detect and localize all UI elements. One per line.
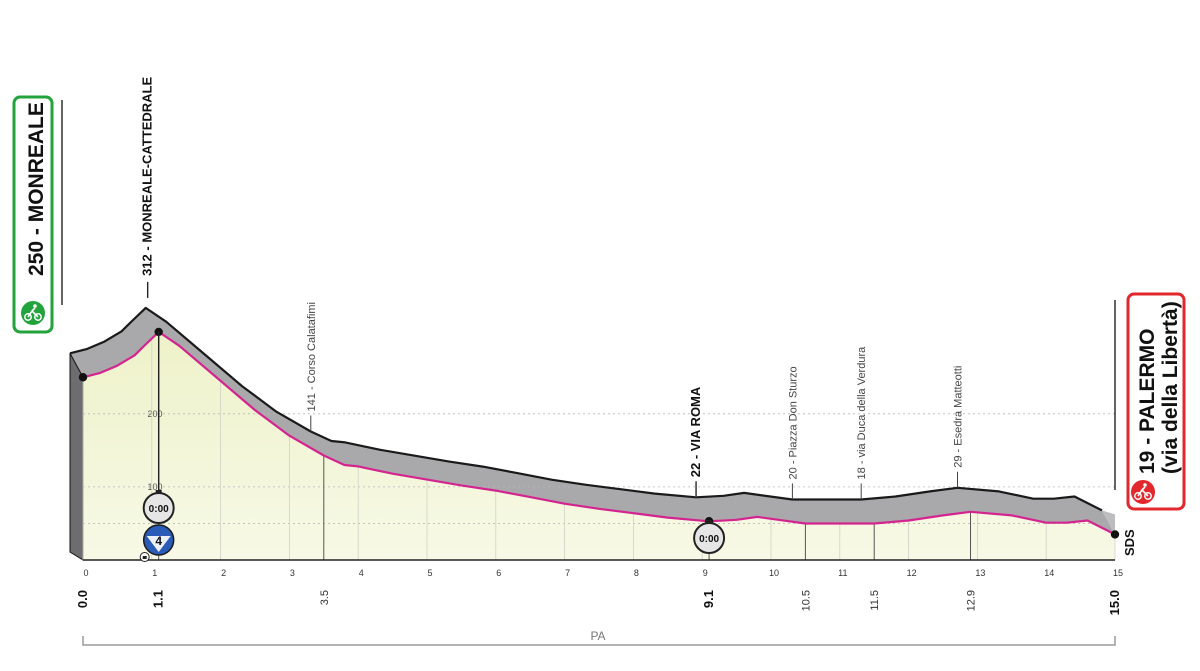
- start-cyclist-icon: [21, 301, 45, 325]
- finish-brand-mark: SDS: [1122, 529, 1137, 556]
- key-distance-label: 9.1: [701, 590, 716, 608]
- waypoint-point: [154, 327, 163, 337]
- km-tick-label: 3: [290, 568, 295, 578]
- start-box-frame: [12, 95, 54, 334]
- finish-cyclist-icon: [1131, 480, 1155, 504]
- gpm-badge-chevron: [146, 536, 171, 552]
- waypoint-label: 312 - MONREALE-CATTEDRALE: [140, 76, 155, 275]
- key-distance-label: 15.0: [1107, 590, 1122, 615]
- key-distance-label: 1.1: [151, 590, 166, 608]
- waypoint-label: 20 - Piazza Don Sturzo: [787, 366, 799, 479]
- stopwatch-face: [693, 522, 726, 554]
- km-tick-label: 8: [634, 568, 639, 578]
- key-distance-label: 12.9: [966, 590, 978, 611]
- km-tick-label: 13: [975, 568, 985, 578]
- lock-icon-body: [142, 556, 147, 559]
- lock-icon: [139, 552, 150, 562]
- km-tick-label: 6: [496, 568, 501, 578]
- profile-route-line: [82, 330, 1116, 536]
- stopwatch-time: 0:00: [699, 534, 719, 545]
- profile-end-face: [1102, 510, 1115, 535]
- start-box: 250 - MONREALE: [12, 95, 54, 334]
- profile-top-edge: [69, 306, 1103, 512]
- stopwatch-face: [142, 492, 175, 524]
- key-distance-label: 10.5: [800, 590, 812, 611]
- km-tick-label: 4: [359, 568, 364, 578]
- profile-top-band: [70, 307, 1115, 535]
- km-tick-label: 12: [907, 568, 917, 578]
- profile-lines-layer: [69, 306, 1116, 561]
- route-bracket: PA: [82, 629, 1116, 646]
- km-tick-label: 2: [221, 568, 226, 578]
- intermediate-timing-2-icon: 0:00: [693, 520, 726, 554]
- profile-area-layer: [69, 307, 1115, 561]
- altitude-tick-label: 100: [147, 482, 162, 492]
- km-tick-label: 7: [565, 568, 570, 578]
- gpm-category-number: 4: [155, 534, 162, 548]
- profile-side-face: [69, 353, 84, 561]
- km-tick-label: 9: [703, 568, 708, 578]
- axis-layer: 0 1 2 3 4 5 6 7 8 9 10 11 12 13 14 150.0 1.1 3.5 9.1 10.5 11…: [75, 568, 1123, 615]
- km-tick-label: 11: [838, 568, 847, 578]
- waypoint-label: 141 - Corso Calatafimi: [306, 302, 318, 411]
- km-tick-label: 0: [83, 568, 88, 578]
- route-bracket-line: [82, 636, 1116, 646]
- gpm-category-icon: 4: [142, 524, 175, 556]
- finish-label-line1: 19 - PALERMO: [1136, 329, 1159, 474]
- start-label: 250 - MONREALE: [25, 102, 48, 276]
- finish-point: [1110, 530, 1120, 539]
- intermediate-timing-1-icon: 0:00: [142, 490, 175, 524]
- key-distance-label: 0.0: [75, 590, 90, 608]
- altitude-tick-label: 200: [147, 409, 162, 419]
- waypoint-label: 29 - Esedra Matteotti: [953, 366, 965, 468]
- waypoint-label: 22 - VIA ROMA: [688, 386, 703, 477]
- route-code: PA: [590, 629, 605, 643]
- km-tick-label: 1: [152, 568, 157, 578]
- km-tick-label: 10: [769, 568, 779, 578]
- waypoint-label: 18 - via Duca della Verdura: [856, 346, 868, 480]
- stopwatch-time: 0:00: [149, 504, 169, 515]
- key-distance-label: 3.5: [319, 590, 331, 605]
- km-tick-label: 15: [1113, 568, 1123, 578]
- km-tick-label: 14: [1044, 568, 1054, 578]
- marks-layer: 312 - MONREALE-CATTEDRALE 141 - Corso Cal…: [61, 76, 1120, 562]
- profile-ground: [83, 331, 1115, 560]
- start-point: [78, 373, 88, 382]
- finish-label-line2: (via della Libertà): [1159, 301, 1182, 474]
- key-distance-label: 11.5: [869, 590, 881, 611]
- finish-box-frame: [1126, 292, 1186, 511]
- finish-box: 19 - PALERMO (via della Libertà): [1126, 292, 1186, 511]
- km-tick-label: 5: [427, 568, 432, 578]
